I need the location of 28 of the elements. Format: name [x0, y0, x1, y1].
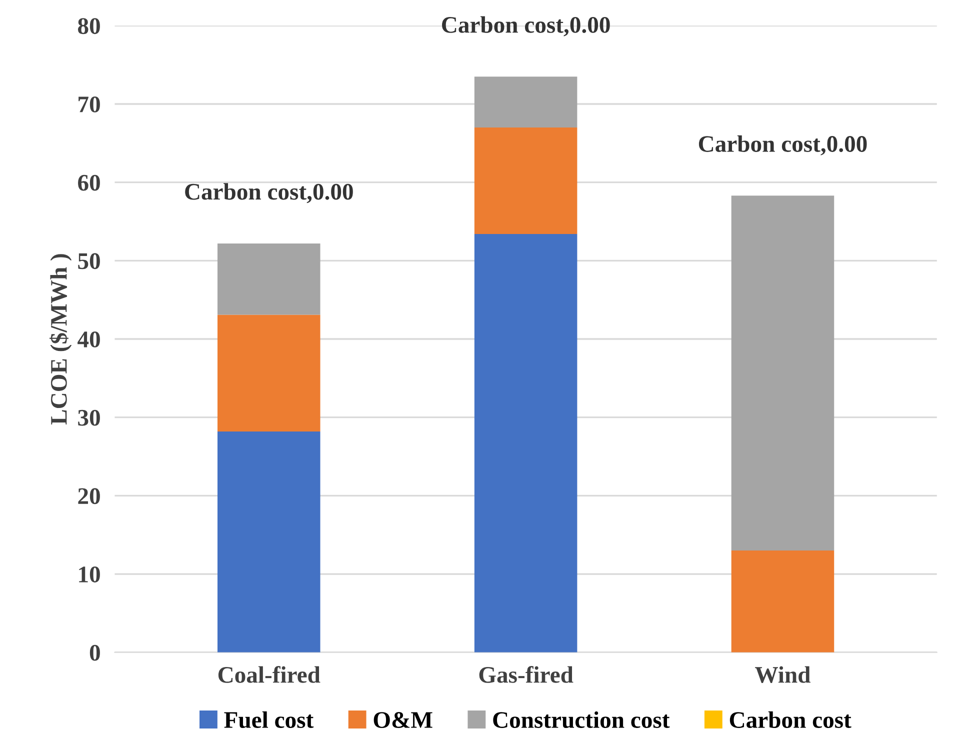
y-tick-label: 60: [78, 174, 100, 191]
y-tick-label: 20: [78, 488, 100, 504]
legend-label: Fuel cost: [224, 711, 314, 728]
bar: [474, 127, 578, 234]
x-tick-label: Gas-fired: [479, 666, 574, 683]
x-tick-label: Coal-fired: [218, 666, 320, 683]
y-tick-label: 30: [78, 410, 100, 426]
y-tick-label: 50: [78, 253, 100, 270]
bar: [731, 196, 834, 551]
y-axis-title: LCOE ($/MWh ): [50, 254, 72, 425]
y-tick-label: 70: [78, 96, 100, 112]
bar: [731, 550, 834, 652]
legend-label: O&M: [374, 712, 432, 728]
y-tick-label: 80: [78, 18, 100, 34]
y-tick-label: 0: [90, 644, 100, 661]
legend-label: Construction cost: [493, 711, 670, 728]
y-tick-label: 10: [79, 566, 100, 582]
bar: [217, 431, 320, 652]
bar: [474, 76, 578, 128]
x-tick-label: Wind: [755, 666, 810, 683]
data-label: Carbon cost,0.00: [698, 135, 867, 156]
bar: [217, 243, 320, 315]
data-label: Carbon cost,0.00: [442, 16, 610, 36]
bar: [474, 234, 578, 652]
y-tick-label: 40: [78, 332, 100, 348]
data-label: Carbon cost,0.00: [185, 183, 353, 204]
bar: [217, 314, 320, 432]
legend-label: Carbon cost: [730, 711, 852, 728]
